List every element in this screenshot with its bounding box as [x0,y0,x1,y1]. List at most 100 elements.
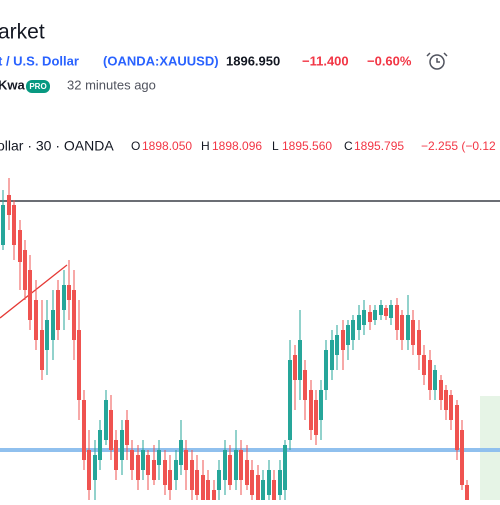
candle-body [23,250,27,290]
price: 1896.950 [226,53,280,68]
candle-body [72,290,76,340]
candle-body [12,205,16,245]
candle-body [293,355,297,380]
legend-change: −2.255 (−0.12 [421,139,496,153]
candle-body [330,340,334,370]
candle-body [341,330,345,350]
candle-body [77,330,81,400]
candle-body [324,350,328,390]
candle-body [283,445,287,490]
candle-body [433,370,437,390]
candle-body [417,330,421,355]
candle-body [368,312,372,322]
publish-time: 32 minutes ago [67,77,156,92]
candle-body [319,390,323,420]
legend-value: 1895.795 [354,139,404,153]
candle-body [168,470,172,490]
candle-body [157,450,161,465]
candle-body [179,440,183,465]
candle-body [228,455,232,485]
candle-body [373,310,377,320]
legend-value: 1895.560 [282,139,332,153]
candle-body [120,430,124,460]
candle-body [163,460,167,485]
candle-body [190,460,194,490]
candle-body [465,485,469,500]
candle-body [428,360,432,390]
alarm-icon[interactable] [426,52,448,70]
candle-body [351,320,355,340]
legend-value: 1898.050 [142,139,192,153]
candle-body [87,450,91,490]
candle-body [234,450,238,480]
candle-body [7,195,11,215]
legend-label: C [344,139,353,153]
candle-body [346,325,350,345]
candle-body [56,290,60,330]
candle-body [357,315,361,330]
pro-badge-text: PRO [29,82,46,91]
candle-body [93,455,97,480]
candle-body [384,308,388,316]
candle-body [422,355,426,375]
candle-body [314,400,318,435]
trend-line [0,264,68,319]
candle-body [67,285,71,300]
candle-body [109,410,113,450]
candle-body [212,490,216,500]
legend-label: H [201,139,210,153]
chart-area [0,178,500,500]
candle-body [62,285,66,310]
candle-body [298,340,302,380]
candle-body [136,455,140,480]
legend-value: 1898.096 [212,139,262,153]
legend-label: O [131,139,140,153]
candle-body [18,230,22,262]
pro-badge [26,80,50,93]
candle-body [1,205,5,245]
symbol-name[interactable]: t / U.S. Dollar [0,53,79,68]
candle-body [444,390,448,410]
candle-body [400,315,404,340]
candle-body [389,305,393,318]
candle-body [45,320,49,350]
candle-body [256,475,260,500]
candle-body [152,460,156,480]
candle-body [217,470,221,490]
candle-body [146,455,150,475]
candle-body [250,470,254,495]
candle-body [460,430,464,485]
candle-body [130,450,134,470]
candle-body [104,400,108,440]
candle-body [245,460,249,485]
candle-body [223,450,227,480]
candle-body [335,335,339,355]
candle-body [28,270,32,320]
candle-body [278,470,282,495]
candle-body [40,330,44,370]
candle-body [411,320,415,345]
candle-body [82,400,86,460]
candle-body [51,310,55,340]
candle-body [303,370,307,400]
candle-body [267,470,271,495]
candle-body [309,390,313,430]
symbol-code[interactable]: (OANDA:XAUUSD) [103,53,219,68]
candle-body [395,305,399,330]
candle-body [141,450,145,470]
author-name[interactable]: Kwa [0,77,26,92]
candle-body [379,305,383,315]
candle-body [449,395,453,420]
candle-body [362,310,366,325]
candle-body [261,480,265,500]
page-title: arket [0,21,45,44]
candle-body [195,470,199,495]
candle-body [34,300,38,340]
candle-body [206,480,210,500]
candle-body [239,450,243,480]
candle-body [125,420,129,445]
candle-body [288,360,292,440]
price-change: −11.400 [302,53,349,68]
candle-body [272,480,276,500]
